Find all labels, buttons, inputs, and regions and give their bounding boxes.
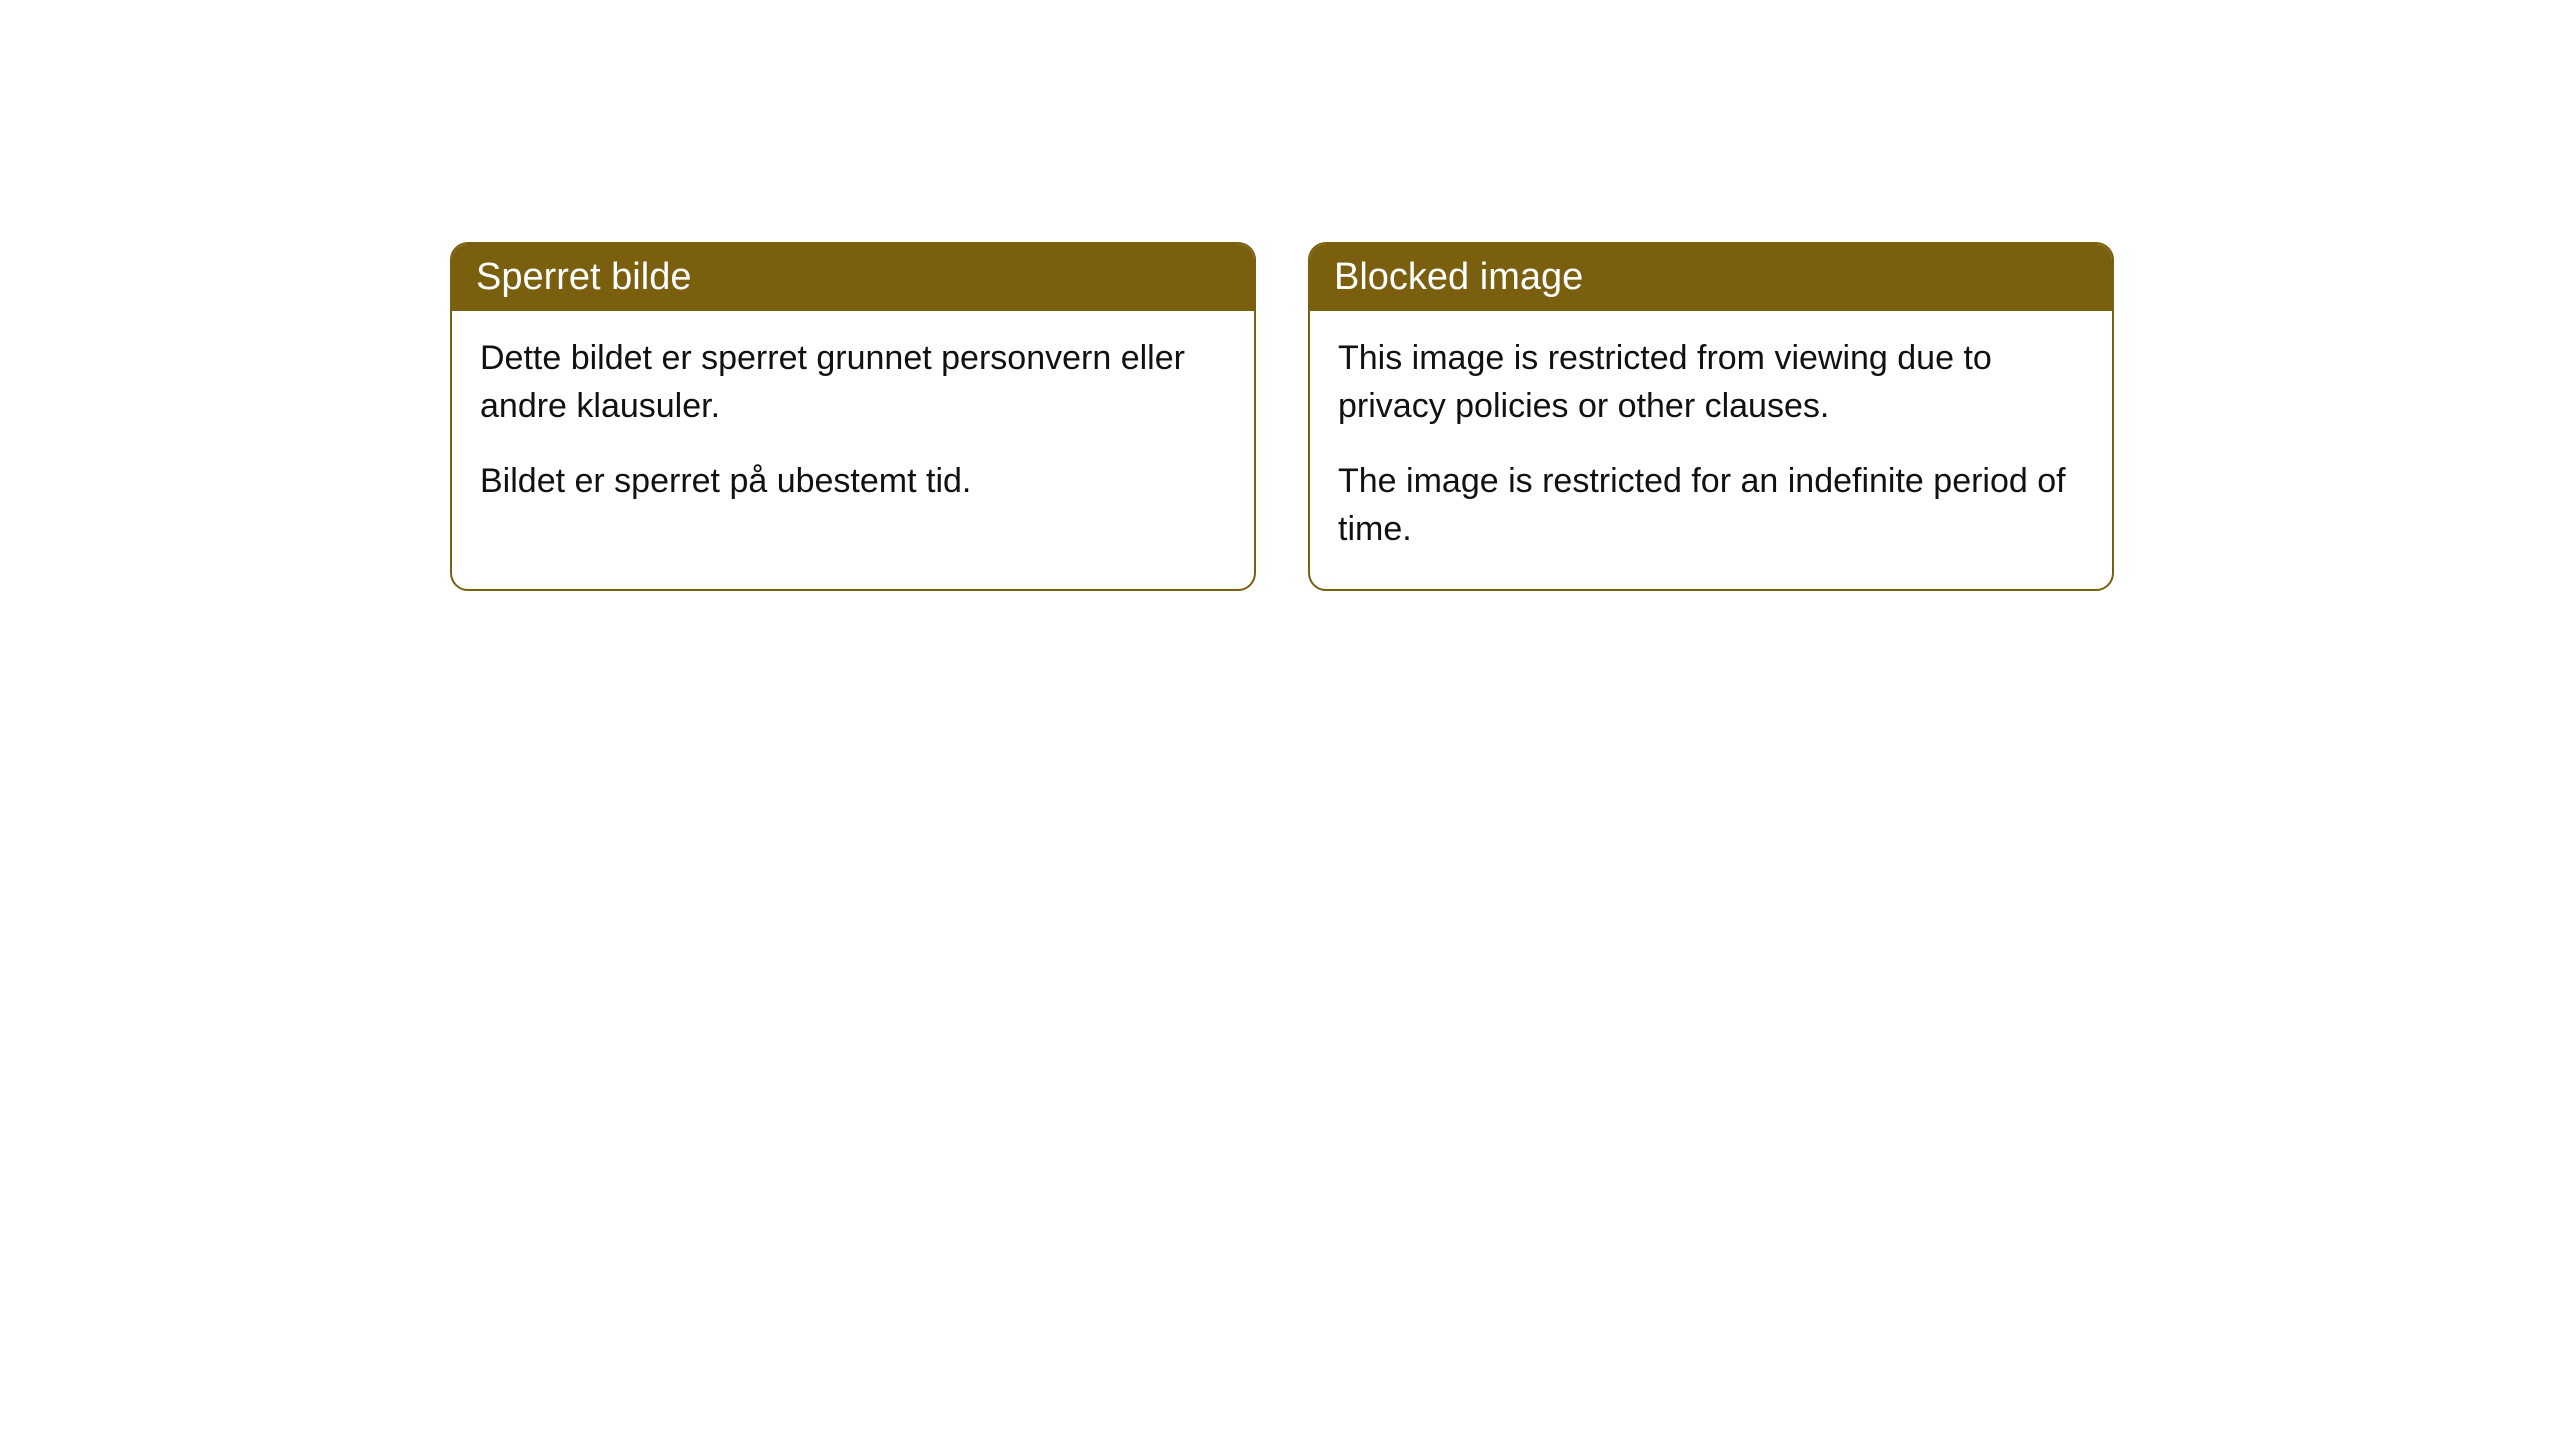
card-paragraph: Bildet er sperret på ubestemt tid. <box>480 458 1226 506</box>
card-title: Blocked image <box>1334 256 1583 298</box>
card-title: Sperret bilde <box>476 256 691 298</box>
cards-container: Sperret bilde Dette bildet er sperret gr… <box>450 242 2114 591</box>
card-body: Dette bildet er sperret grunnet personve… <box>452 311 1254 542</box>
card-paragraph: This image is restricted from viewing du… <box>1338 335 2084 430</box>
card-blocked-image-en: Blocked image This image is restricted f… <box>1308 242 2114 591</box>
card-header: Blocked image <box>1310 244 2112 311</box>
card-paragraph: Dette bildet er sperret grunnet personve… <box>480 335 1226 430</box>
card-body: This image is restricted from viewing du… <box>1310 311 2112 589</box>
card-header: Sperret bilde <box>452 244 1254 311</box>
card-paragraph: The image is restricted for an indefinit… <box>1338 458 2084 553</box>
card-blocked-image-no: Sperret bilde Dette bildet er sperret gr… <box>450 242 1256 591</box>
